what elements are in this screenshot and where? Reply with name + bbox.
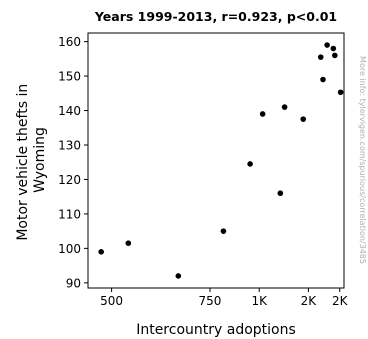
y-tick-label: 130 [58,138,81,152]
data-points [98,42,344,279]
data-point [317,54,324,60]
y-tick-label: 90 [66,276,81,290]
data-point [220,228,227,234]
data-point [125,240,132,247]
y-axis-label: Motor vehicle thefts in Wyoming [15,79,48,240]
plot-frame [87,32,345,289]
data-point [259,111,266,117]
source-note: More info: tylervigen.com/spurious/corre… [358,56,367,264]
data-point [247,161,253,167]
y-tick-label: 140 [58,104,81,118]
y-axis-label-line-2: Wyoming [32,127,48,193]
data-point [330,45,337,52]
data-point [320,76,326,83]
y-tick-label: 160 [58,35,81,49]
chart-title: Years 1999-2013, r=0.923, p<0.01 [94,9,337,24]
x-tick-label: 500 [100,294,123,308]
plot-area [87,32,345,289]
data-point [337,89,344,96]
data-point [281,104,288,110]
y-tick-label: 110 [58,207,81,221]
data-point [332,52,338,59]
x-tick-label: 750 [199,294,222,308]
data-point [175,273,182,279]
x-axis-label: Intercountry adoptions [136,322,296,338]
y-tick-label: 100 [58,242,81,256]
data-point [300,116,307,122]
x-tick-label: 2K [301,294,318,308]
y-tick-label: 120 [58,173,81,187]
x-tick-label: 1K [251,294,268,308]
data-point [98,249,105,255]
y-axis: 90 100 110 120 130 140 150 160 [58,35,88,290]
data-point [324,42,330,48]
y-tick-label: 150 [58,70,81,84]
data-point [277,190,284,197]
x-tick-label: 2K [332,294,349,308]
x-axis: 500 750 1K 2K 2K [100,288,349,308]
y-axis-label-line-1: Motor vehicle thefts in [15,84,31,241]
